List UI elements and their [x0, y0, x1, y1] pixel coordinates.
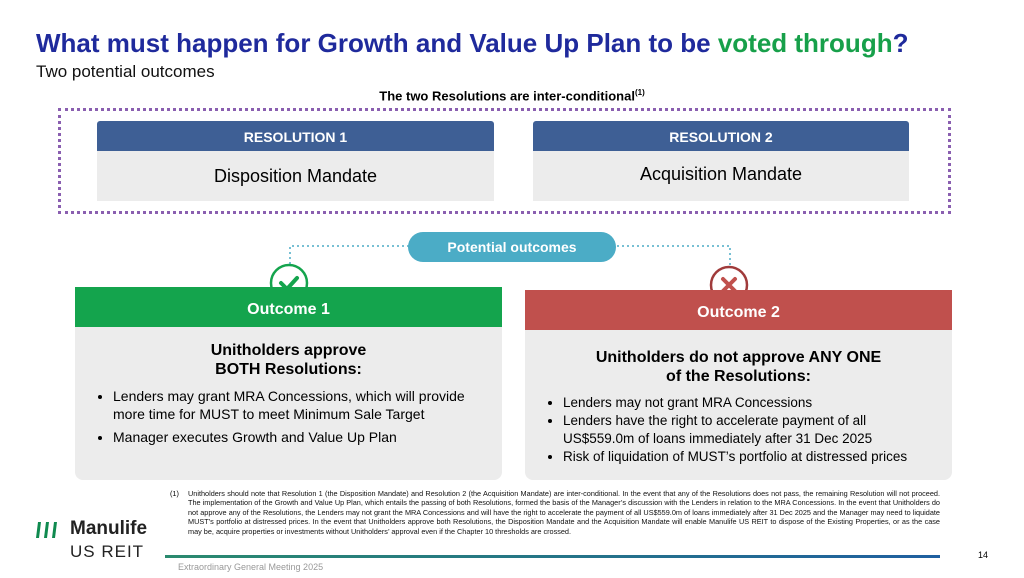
bullet: Manager executes Growth and Value Up Pla… [113, 428, 488, 446]
footer-line [165, 555, 940, 558]
resolution-name: Disposition Mandate [97, 151, 494, 201]
outcome-body: Unitholders approve BOTH Resolutions: Len… [75, 327, 502, 480]
heading-line: BOTH Resolutions: [215, 361, 362, 378]
outcome-heading: Unitholders do not approve ANY ONE of the… [539, 348, 938, 386]
subtitle: Two potential outcomes [36, 62, 215, 81]
resolution-card: RESOLUTION 2 Acquisition Mandate [533, 121, 909, 201]
note-ref: (1) [634, 88, 645, 97]
logo-mark [36, 522, 57, 538]
title-text: What must happen for Growth and Value Up… [36, 28, 718, 58]
outcome-title: Outcome 1 [75, 287, 502, 327]
heading-line: Unitholders approve [210, 342, 367, 359]
resolution-name: Acquisition Mandate [533, 151, 909, 201]
footer: Extraordinary General Meeting 2025 [178, 562, 324, 572]
footnote-marker: (1) [170, 489, 179, 498]
logo-name: Manulife [70, 518, 148, 539]
heading-line: of the Resolutions: [666, 368, 811, 385]
connectors [269, 245, 749, 305]
resolution-card: RESOLUTION 1 Disposition Mandate [97, 121, 494, 201]
resolution-label: RESOLUTION 2 [533, 121, 909, 151]
resolutions-heading: The two Resolutions are inter-conditiona… [0, 88, 1024, 103]
heading-text: The two Resolutions are inter-conditiona… [379, 88, 635, 104]
title-highlight: voted through [717, 28, 893, 58]
bullet: Risk of liquidation of MUST’s portfolio … [563, 448, 938, 466]
page-number: 14 [978, 550, 989, 560]
outcome-heading: Unitholders approve BOTH Resolutions: [89, 341, 488, 379]
bullet: Lenders have the right to accelerate pay… [563, 412, 938, 448]
resolution-label: RESOLUTION 1 [97, 121, 494, 151]
outcome-card: Outcome 2 Unitholders do not approve ANY… [525, 290, 952, 480]
logo-sub: US REIT [70, 542, 145, 561]
outcome-body: Unitholders do not approve ANY ONE of the… [525, 330, 952, 480]
dotted-frame [58, 108, 951, 214]
title: What must happen for Growth and Value Up… [36, 28, 908, 59]
bullet: Lenders may not grant MRA Concessions [563, 394, 938, 412]
footnote: Unitholders should note that Resolution … [188, 489, 940, 536]
outcomes-pill: Potential outcomes [408, 232, 616, 262]
outcome-title: Outcome 2 [525, 290, 952, 330]
outcome-card: Outcome 1 Unitholders approve BOTH Resolu… [75, 287, 502, 480]
bullet: Lenders may grant MRA Concessions, which… [113, 387, 488, 423]
title-end: ? [892, 28, 909, 58]
heading-line: Unitholders do not approve ANY ONE [595, 349, 882, 366]
